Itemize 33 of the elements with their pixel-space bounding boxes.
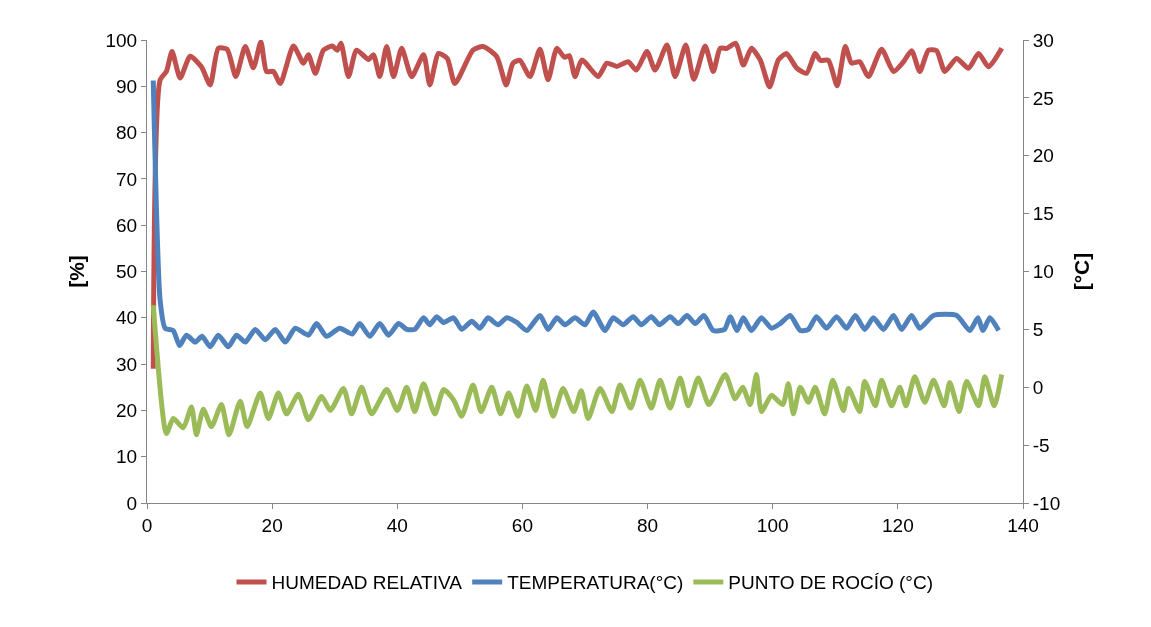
y-tick-label: 0 (126, 492, 138, 514)
legend-label: TEMPERATURA(°C) (507, 572, 684, 594)
x-tick-label: 0 (141, 514, 153, 536)
y2-tick-label: 20 (1032, 145, 1054, 167)
y2-tick-label: -5 (1032, 434, 1050, 456)
y2-tick-label: 15 (1032, 203, 1054, 225)
y-tick-label: 30 (116, 353, 138, 375)
x-tick-label: 40 (386, 514, 408, 536)
y2-tick-label: 0 (1032, 376, 1044, 398)
y-tick-label: 60 (116, 214, 138, 236)
y-tick-label: 100 (105, 29, 138, 51)
y2-axis-title: [°C] (1070, 252, 1094, 291)
y-tick-label: 40 (116, 307, 138, 329)
x-tick-label: 80 (637, 514, 659, 536)
y-tick-label: 20 (116, 400, 138, 422)
y-tick-label: 10 (116, 446, 138, 468)
y-tick-label: 80 (116, 122, 138, 144)
y-tick-label: 90 (116, 75, 138, 97)
x-tick-label: 120 (882, 514, 914, 536)
y2-tick-label: 25 (1032, 87, 1054, 109)
legend-label: PUNTO DE ROCÍO (°C) (728, 572, 933, 594)
x-tick-label: 20 (261, 514, 283, 536)
y2-tick-label: -10 (1032, 492, 1061, 514)
y2-tick-label: 30 (1032, 29, 1054, 51)
y-tick-label: 50 (116, 261, 138, 283)
x-tick-label: 100 (756, 514, 789, 536)
y2-tick-label: 10 (1032, 261, 1054, 283)
y-tick-label: 70 (116, 168, 138, 190)
y2-tick-label: 5 (1032, 319, 1044, 341)
x-tick-label: 140 (1007, 514, 1039, 536)
x-tick-label: 60 (511, 514, 533, 536)
legend-label: HUMEDAD RELATIVA (271, 572, 463, 594)
y-axis-title: [%] (64, 255, 88, 288)
